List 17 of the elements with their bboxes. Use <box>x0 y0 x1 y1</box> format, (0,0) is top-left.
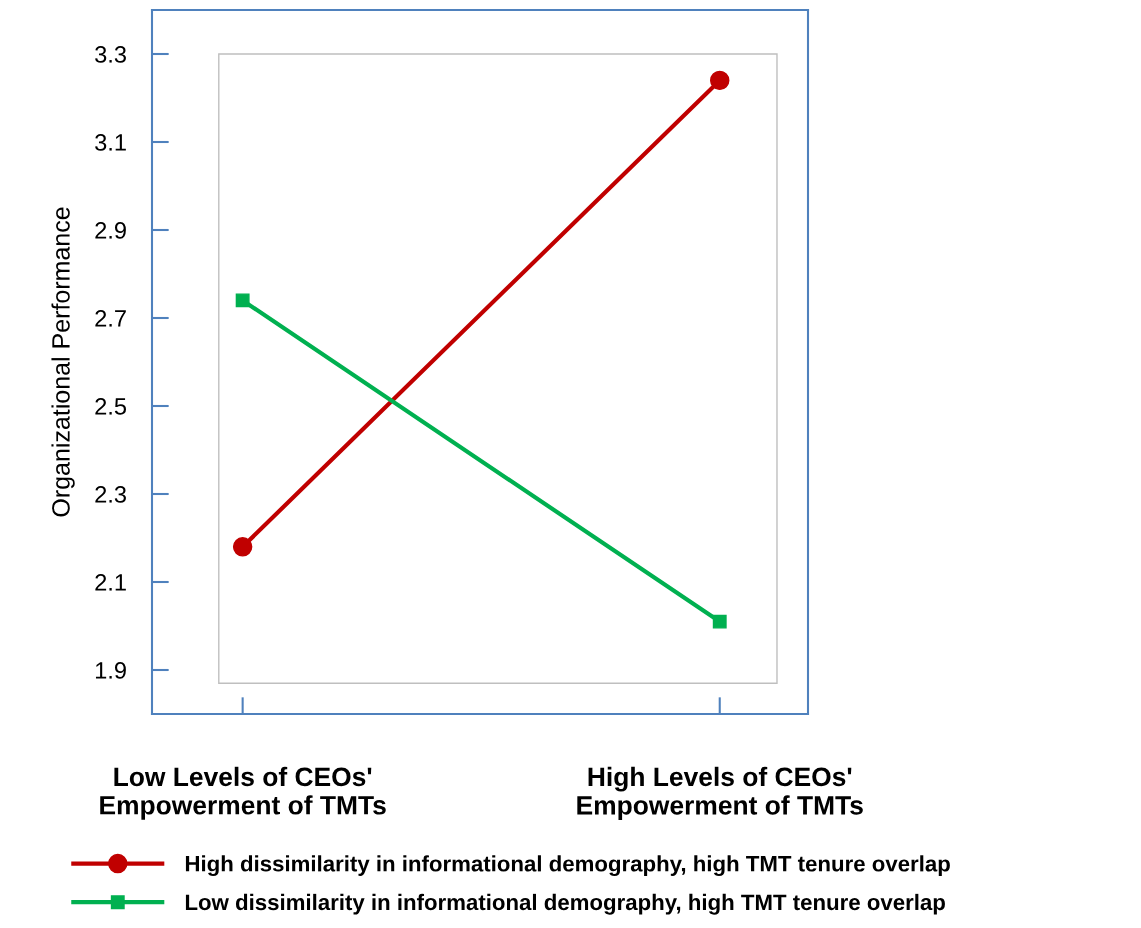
y-tick-label: 2.7 <box>95 310 126 327</box>
legend-label: Low dissimilarity in informational demography, high TMT tenure overlap <box>185 893 945 915</box>
y-tick-label: 3.3 <box>95 46 126 63</box>
point <box>232 537 253 557</box>
x-tick-label: Low Levels of CEOs' Empowerment of TMTs <box>100 766 386 820</box>
y-tick-label: 2.9 <box>95 222 126 239</box>
y-tick-label: 2.3 <box>95 486 126 503</box>
y-tick-label: 1.9 <box>95 662 126 679</box>
y-axis-title: Organizational Performance <box>51 207 75 517</box>
x-tick-label: High Levels of CEOs' Empowerment of TMTs <box>577 766 863 820</box>
point <box>235 293 250 308</box>
legend-label: High dissimilarity in informational demography, high TMT tenure overlap <box>185 855 950 877</box>
y-tick-label: 2.1 <box>95 574 126 591</box>
point <box>710 70 730 91</box>
y-tick-label: 2.5 <box>95 398 127 415</box>
y-tick-label: 3.1 <box>95 134 126 151</box>
point <box>712 614 727 629</box>
